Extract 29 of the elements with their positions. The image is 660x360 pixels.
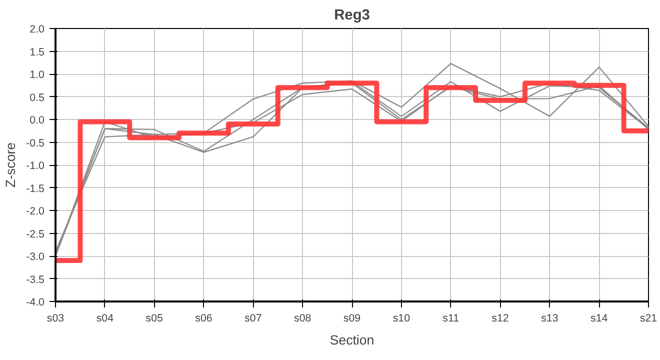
x-tick-label: s07 — [244, 312, 262, 324]
y-tick-label: -3.0 — [26, 251, 45, 263]
y-tick-label: -2.0 — [26, 206, 45, 218]
y-tick-label: 0.5 — [30, 92, 45, 104]
y-tick-label: -2.5 — [26, 228, 45, 240]
y-axis-title: Z-score — [3, 142, 18, 188]
y-tick-label: 1.0 — [30, 69, 45, 81]
x-axis-title: Section — [330, 332, 374, 348]
x-tick-label: s08 — [294, 312, 312, 324]
x-tick-label: s05 — [146, 312, 163, 324]
x-tick-label: s12 — [492, 312, 509, 324]
x-tick-label: s09 — [343, 312, 361, 324]
y-tick-label: -3.5 — [26, 274, 45, 286]
y-tick-label: 2.0 — [30, 24, 45, 36]
x-tick-label: s21 — [640, 312, 658, 324]
y-tick-label: 0.0 — [30, 114, 45, 126]
x-tick-label: s06 — [195, 312, 212, 324]
y-tick-label: -1.0 — [26, 160, 45, 172]
x-tick-label: s11 — [442, 312, 460, 324]
y-tick-label: -0.5 — [26, 137, 45, 150]
x-tick-label: s03 — [46, 312, 64, 324]
y-tick-label: 1.5 — [30, 46, 45, 58]
x-tick-label: s04 — [96, 312, 114, 324]
y-tick-label: -4.0 — [26, 296, 45, 308]
chart-title: Reg3 — [334, 8, 370, 24]
y-tick-label: -1.5 — [26, 182, 45, 195]
x-tick-label: s14 — [590, 312, 608, 324]
x-tick-label: s13 — [541, 312, 558, 324]
x-tick-label: s10 — [392, 312, 410, 324]
